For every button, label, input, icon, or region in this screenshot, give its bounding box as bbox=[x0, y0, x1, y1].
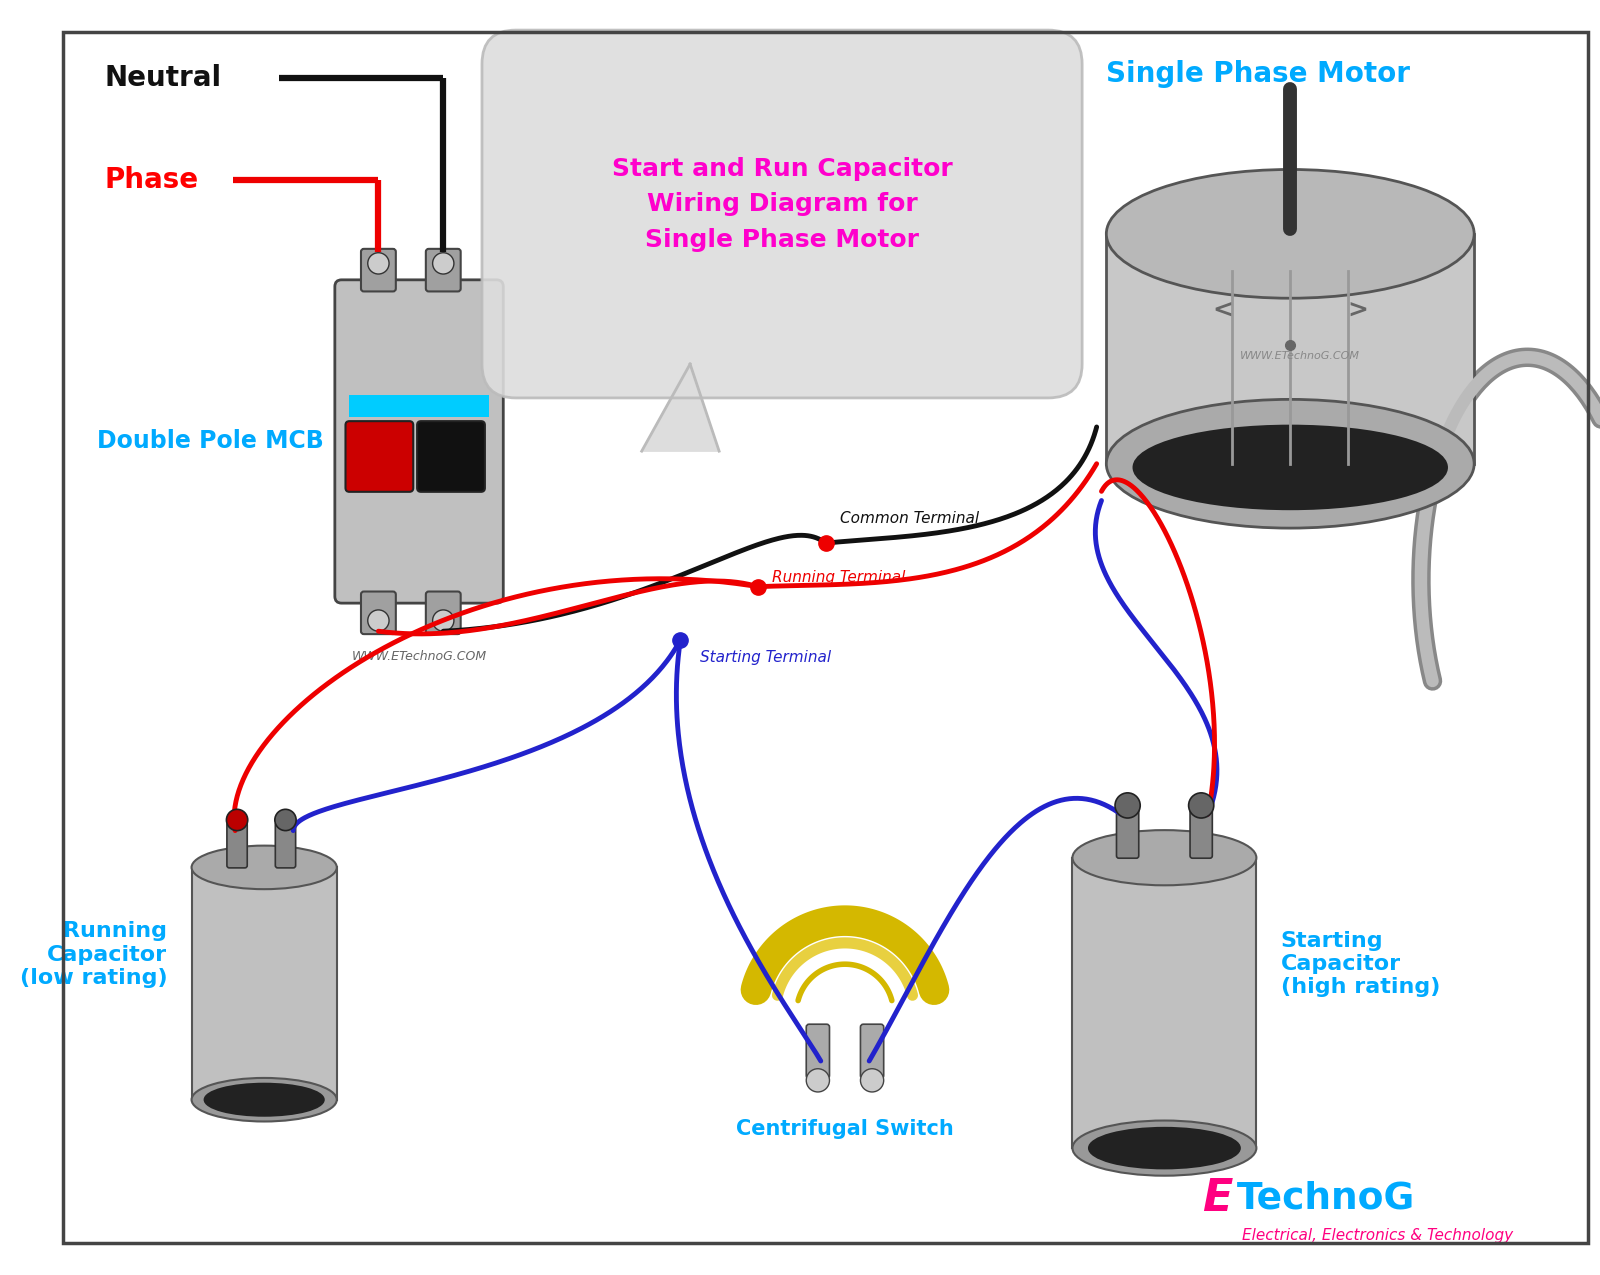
FancyBboxPatch shape bbox=[806, 1024, 829, 1079]
Text: WWW.ETechnoG.COM: WWW.ETechnoG.COM bbox=[1240, 351, 1360, 361]
FancyBboxPatch shape bbox=[861, 1024, 883, 1079]
FancyBboxPatch shape bbox=[418, 421, 485, 492]
Text: Centrifugal Switch: Centrifugal Switch bbox=[736, 1119, 954, 1139]
Circle shape bbox=[275, 810, 296, 830]
Circle shape bbox=[1115, 793, 1141, 819]
Text: Double Pole MCB: Double Pole MCB bbox=[98, 430, 325, 454]
FancyBboxPatch shape bbox=[1117, 808, 1139, 858]
Circle shape bbox=[368, 609, 389, 631]
FancyBboxPatch shape bbox=[426, 592, 461, 634]
FancyBboxPatch shape bbox=[1072, 858, 1256, 1148]
Circle shape bbox=[227, 810, 248, 830]
Ellipse shape bbox=[1072, 1121, 1256, 1176]
Text: TechnoG: TechnoG bbox=[1237, 1181, 1416, 1216]
Ellipse shape bbox=[1072, 830, 1256, 885]
FancyBboxPatch shape bbox=[349, 395, 488, 417]
Text: Single Phase Motor: Single Phase Motor bbox=[1106, 60, 1410, 88]
Circle shape bbox=[432, 252, 454, 274]
Polygon shape bbox=[642, 365, 718, 451]
Circle shape bbox=[861, 1068, 883, 1091]
Text: Starting Terminal: Starting Terminal bbox=[699, 649, 830, 664]
Text: Common Terminal: Common Terminal bbox=[840, 511, 979, 525]
FancyBboxPatch shape bbox=[192, 867, 336, 1100]
Ellipse shape bbox=[1106, 399, 1474, 528]
FancyBboxPatch shape bbox=[227, 822, 248, 868]
FancyBboxPatch shape bbox=[1106, 233, 1474, 464]
FancyBboxPatch shape bbox=[1190, 808, 1213, 858]
Circle shape bbox=[432, 609, 454, 631]
Text: Starting
Capacitor
(high rating): Starting Capacitor (high rating) bbox=[1280, 931, 1440, 997]
Text: Running
Capacitor
(low rating): Running Capacitor (low rating) bbox=[19, 922, 168, 988]
Text: <: < bbox=[1213, 298, 1234, 323]
Ellipse shape bbox=[1106, 170, 1474, 298]
Text: Start and Run Capacitor
Wiring Diagram for
Single Phase Motor: Start and Run Capacitor Wiring Diagram f… bbox=[611, 157, 952, 251]
Ellipse shape bbox=[192, 845, 336, 889]
Text: Neutral: Neutral bbox=[104, 65, 221, 93]
Text: Electrical, Electronics & Technology: Electrical, Electronics & Technology bbox=[1242, 1228, 1514, 1243]
Circle shape bbox=[806, 1068, 829, 1091]
FancyBboxPatch shape bbox=[362, 592, 395, 634]
Text: Phase: Phase bbox=[104, 166, 198, 194]
Circle shape bbox=[1189, 793, 1214, 819]
Ellipse shape bbox=[192, 1077, 336, 1122]
Text: Running Terminal: Running Terminal bbox=[773, 570, 906, 585]
Ellipse shape bbox=[1090, 1128, 1240, 1168]
FancyBboxPatch shape bbox=[334, 279, 504, 603]
Text: WWW.ETechnoG.COM: WWW.ETechnoG.COM bbox=[352, 649, 486, 663]
Text: E: E bbox=[1202, 1177, 1232, 1220]
FancyBboxPatch shape bbox=[346, 421, 413, 492]
Ellipse shape bbox=[205, 1084, 323, 1116]
FancyBboxPatch shape bbox=[275, 822, 296, 868]
FancyBboxPatch shape bbox=[482, 31, 1082, 398]
FancyBboxPatch shape bbox=[426, 249, 461, 292]
Text: >: > bbox=[1347, 298, 1368, 323]
Circle shape bbox=[368, 252, 389, 274]
Ellipse shape bbox=[1134, 426, 1446, 509]
FancyBboxPatch shape bbox=[362, 249, 395, 292]
